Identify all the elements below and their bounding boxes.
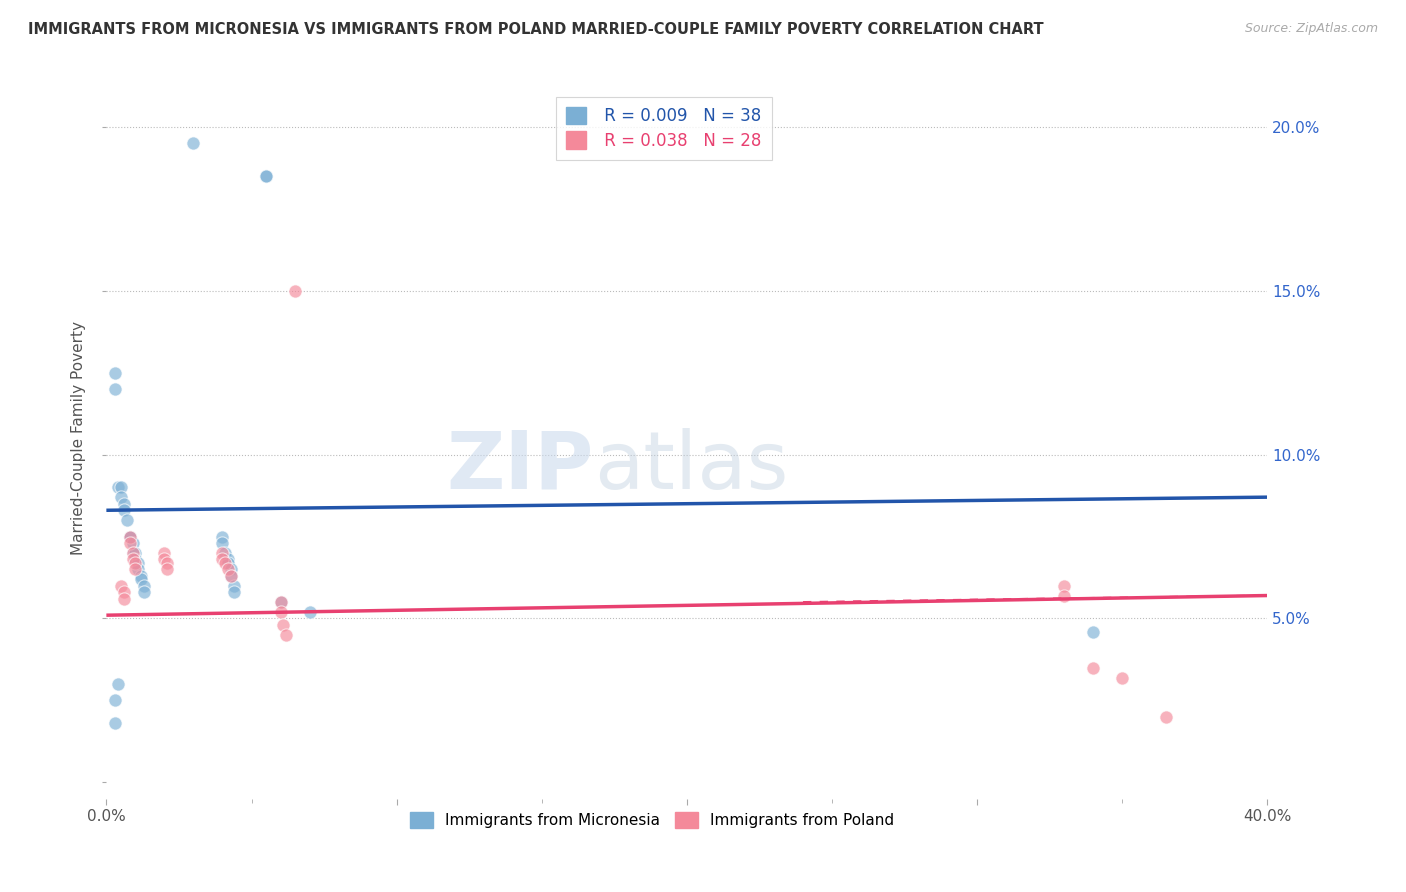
Point (104, 693, 127, 707)
Point (115, 513, 138, 527)
Point (124, 552, 146, 566)
Point (1053, 579, 1076, 593)
Point (270, 605, 292, 619)
Point (118, 529, 141, 543)
Point (124, 556, 146, 570)
Point (110, 579, 132, 593)
Point (214, 546, 236, 560)
Point (254, 169, 277, 183)
Point (1111, 671, 1133, 685)
Text: IMMIGRANTS FROM MICRONESIA VS IMMIGRANTS FROM POLAND MARRIED-COUPLE FAMILY POVER: IMMIGRANTS FROM MICRONESIA VS IMMIGRANTS… (28, 22, 1043, 37)
Text: Source: ZipAtlas.com: Source: ZipAtlas.com (1244, 22, 1378, 36)
Point (129, 572, 152, 586)
Point (217, 562, 239, 576)
Point (121, 536, 143, 550)
Point (104, 716, 127, 731)
Point (127, 556, 149, 570)
Point (112, 497, 135, 511)
Text: atlas: atlas (593, 428, 789, 506)
Point (124, 562, 146, 576)
Point (214, 556, 236, 570)
Point (211, 552, 233, 566)
Point (1083, 624, 1105, 639)
Point (118, 529, 141, 543)
Point (153, 546, 176, 560)
Point (107, 677, 129, 691)
Point (104, 366, 127, 380)
Point (1154, 710, 1177, 724)
Point (156, 562, 179, 576)
Point (222, 579, 245, 593)
Point (1053, 589, 1076, 603)
Point (1083, 661, 1105, 675)
Point (153, 552, 176, 566)
Point (156, 556, 179, 570)
Point (298, 605, 321, 619)
Point (254, 169, 277, 183)
Y-axis label: Married-Couple Family Poverty: Married-Couple Family Poverty (72, 321, 86, 555)
Point (112, 503, 135, 517)
Point (217, 552, 239, 566)
Point (211, 546, 233, 560)
Point (112, 585, 135, 599)
Point (110, 480, 132, 494)
Point (219, 569, 242, 583)
Point (217, 556, 239, 570)
Point (121, 546, 143, 560)
Point (107, 480, 129, 494)
Point (270, 595, 292, 609)
Point (132, 579, 155, 593)
Point (118, 536, 141, 550)
Point (183, 136, 205, 150)
Point (124, 546, 146, 560)
Point (219, 569, 242, 583)
Point (104, 382, 127, 396)
Text: ZIP: ZIP (447, 428, 593, 506)
Point (112, 591, 135, 606)
Point (132, 585, 155, 599)
Point (219, 562, 242, 576)
Point (284, 284, 307, 298)
Point (121, 552, 143, 566)
Point (110, 490, 132, 504)
Point (222, 585, 245, 599)
Point (127, 562, 149, 576)
Point (270, 595, 292, 609)
Point (129, 569, 152, 583)
Point (211, 536, 233, 550)
Point (276, 628, 298, 642)
Point (273, 618, 295, 632)
Point (121, 546, 143, 560)
Point (211, 529, 233, 543)
Legend: Immigrants from Micronesia, Immigrants from Poland: Immigrants from Micronesia, Immigrants f… (404, 806, 900, 835)
Point (118, 529, 141, 543)
